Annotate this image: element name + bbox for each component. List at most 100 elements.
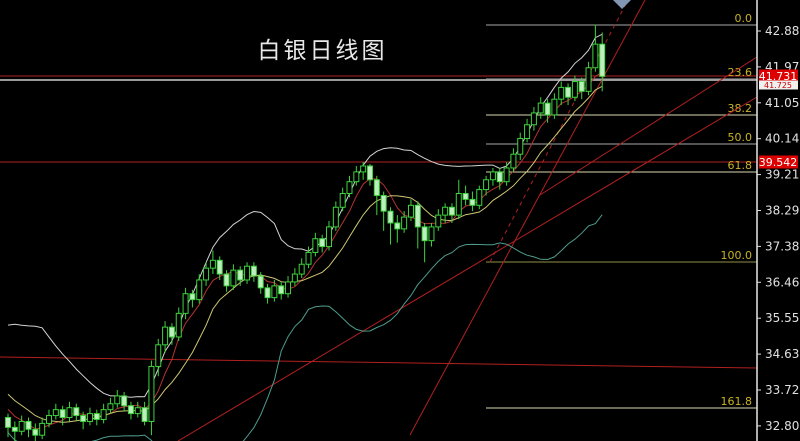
candle [483,175,490,196]
candle-body [223,273,230,287]
candle [401,211,408,233]
candle [257,272,264,294]
candle [141,401,148,426]
candle [599,32,606,92]
candle [462,185,469,206]
candle [203,262,210,286]
candle [285,276,292,298]
candle [196,274,203,304]
candle-body [380,194,387,212]
candle-body [134,407,141,415]
fib-label: 38.2 [728,102,753,115]
candle-body [18,420,25,432]
fib-label: 23.6 [728,66,753,79]
price-tag [759,155,798,169]
candle [73,403,80,422]
candle [435,209,442,231]
candle-body [366,165,373,181]
candle-body [558,86,565,100]
candle-body [373,179,380,196]
candle [52,403,59,420]
candle-body [278,285,285,295]
candle [312,232,319,257]
candle-body [346,181,353,195]
axis-price-label: 39.210 [765,168,800,182]
candle [455,179,462,220]
candle-body [216,259,223,275]
candle [585,61,592,96]
candle [503,162,510,186]
candle-body [66,407,73,419]
price-tag [759,80,798,90]
candle [373,175,380,216]
candle [524,118,531,143]
trendline [177,96,758,441]
candle-body [73,407,80,417]
candle-body [148,365,155,422]
candle-body [510,153,517,169]
candle-body [435,214,442,228]
price-axis[interactable]: 42.88541.97041.05540.14039.21038.29537.3… [756,0,800,441]
candle-body [237,269,244,281]
candle [565,83,572,106]
candle [442,203,449,223]
candle [360,162,367,180]
candle-body [114,395,121,405]
candle [326,221,333,251]
fib-label: 100.0 [721,249,753,262]
candle-body [387,210,394,224]
candle [121,391,128,412]
candle-body [257,275,264,289]
candle-body [291,273,298,283]
candle [319,234,326,253]
trendline [489,0,629,263]
indicator-lines [7,33,603,441]
candle-body [80,415,87,422]
candle-body [5,417,11,428]
price-tag [759,69,798,83]
candle [448,203,455,223]
candle [407,199,414,222]
axis-price-label: 37.380 [765,239,800,253]
candle [127,401,134,420]
axis-price-label: 40.140 [765,132,800,146]
candle-body [285,281,292,295]
candle [469,191,476,212]
candle [278,281,285,300]
candle [264,283,271,304]
candle [45,409,52,428]
candle-body [442,206,449,216]
axis-price-label: 41.055 [765,96,800,110]
candle [592,24,599,72]
candle-body [319,238,326,248]
cursor-icon [613,0,631,9]
candle-body [326,226,333,248]
axis-price-label: 36.465 [765,275,800,289]
candle-body [155,344,162,367]
candle [155,338,162,377]
candle [387,207,394,245]
candle-body [203,267,210,281]
candle [216,256,223,280]
candle-body [100,409,107,420]
candle-body [52,409,59,417]
candle [107,397,114,414]
candle-body [339,193,346,208]
candle [250,262,257,282]
candle [394,215,401,243]
candle [66,401,73,422]
candle-body [209,259,216,269]
candle [291,268,298,286]
candle [86,407,93,426]
candle [380,191,387,231]
axis-price-label: 38.295 [765,204,800,218]
support-resistance-line [0,356,758,369]
candle-body [537,102,544,114]
candle [551,93,558,119]
axis-price-label: 42.885 [765,24,800,38]
candle-body [503,167,510,183]
horizontal-lines [0,75,758,369]
candle-body [175,312,182,338]
